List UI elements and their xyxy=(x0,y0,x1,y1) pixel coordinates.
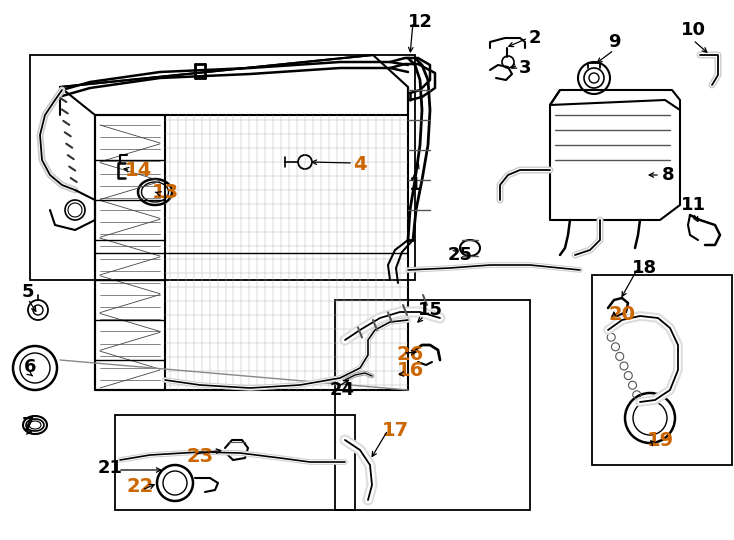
Bar xyxy=(30,55,415,280)
Text: 7: 7 xyxy=(22,416,34,434)
Text: 19: 19 xyxy=(647,430,674,449)
Text: 5: 5 xyxy=(22,283,34,301)
Text: 26: 26 xyxy=(396,346,424,365)
Text: 11: 11 xyxy=(680,196,705,214)
Text: 23: 23 xyxy=(186,447,214,465)
Text: 6: 6 xyxy=(23,358,36,376)
Text: 13: 13 xyxy=(151,184,178,202)
Text: 22: 22 xyxy=(126,477,153,496)
Text: 2: 2 xyxy=(528,29,541,47)
Text: 15: 15 xyxy=(418,301,443,319)
Text: 21: 21 xyxy=(98,459,123,477)
Bar xyxy=(115,415,355,510)
Text: 9: 9 xyxy=(608,33,620,51)
Bar xyxy=(592,275,732,465)
Text: 20: 20 xyxy=(608,306,636,325)
Text: 24: 24 xyxy=(330,381,355,399)
Text: 17: 17 xyxy=(382,421,409,440)
Text: 3: 3 xyxy=(519,59,531,77)
Text: 12: 12 xyxy=(407,13,432,31)
Text: 4: 4 xyxy=(353,156,367,174)
Text: 1: 1 xyxy=(409,176,421,194)
Text: 25: 25 xyxy=(448,246,473,264)
Text: 8: 8 xyxy=(661,166,675,184)
Text: 10: 10 xyxy=(680,21,705,39)
Text: 16: 16 xyxy=(396,361,424,380)
Bar xyxy=(335,300,530,510)
Text: 14: 14 xyxy=(124,160,152,179)
Text: 18: 18 xyxy=(633,259,658,277)
